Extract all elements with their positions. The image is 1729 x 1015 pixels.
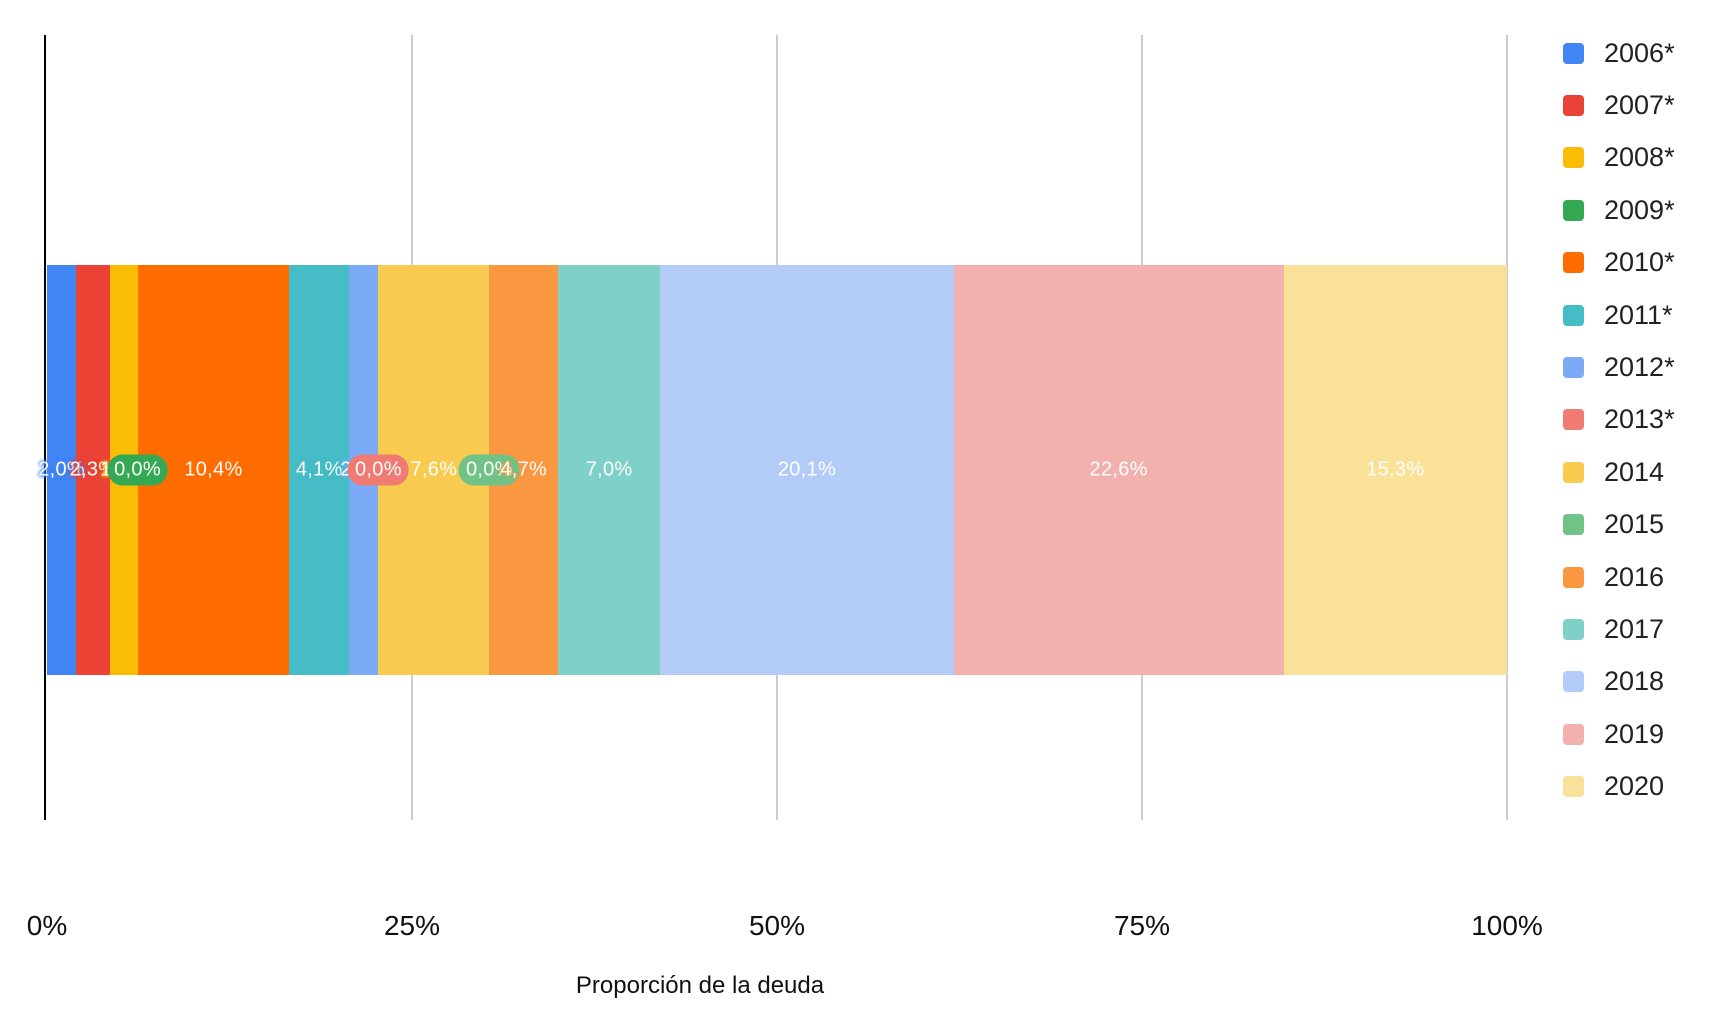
legend-swatch-icon [1563,723,1584,745]
legend-swatch-icon [1563,199,1584,221]
legend: 2006* 2007* 2008* 2009* 2010* 2011* 2012* 2013*… [1563,27,1675,813]
bar-segment-2008[interactable] [109,265,138,675]
legend-label: 2012* [1604,352,1675,383]
bar-segment-2007[interactable] [76,265,110,675]
legend-label: 2013* [1604,404,1675,435]
legend-label: 2010* [1604,247,1675,278]
legend-label: 2009* [1604,194,1675,225]
legend-item-2017[interactable]: 2017 [1563,603,1675,655]
bar-segment-2017[interactable] [558,265,661,675]
legend-item-2006[interactable]: 2006* [1563,27,1675,79]
legend-label: 2018 [1604,666,1665,697]
legend-label: 2014 [1604,456,1665,487]
legend-swatch-icon [1563,566,1584,588]
legend-label: 2016 [1604,561,1665,592]
legend-swatch-icon [1563,357,1584,379]
legend-label: 2011* [1604,299,1673,330]
legend-swatch-icon [1563,42,1584,64]
legend-item-2013[interactable]: 2013* [1563,394,1675,446]
legend-swatch-icon [1563,409,1584,431]
x-tick-label-0: 0% [26,910,68,941]
legend-item-2008[interactable]: 2008* [1563,132,1675,184]
legend-item-2019[interactable]: 2019 [1563,708,1675,760]
bar-segment-2020[interactable] [1283,265,1507,675]
legend-item-2020[interactable]: 2020 [1563,760,1675,812]
legend-swatch-icon [1563,461,1584,483]
bar-segment-2016[interactable] [489,265,558,675]
x-axis-title: Proporción de la deuda [575,972,825,999]
legend-label: 2008* [1604,142,1675,173]
legend-item-2009[interactable]: 2009* [1563,184,1675,236]
bar-segment-2012[interactable] [349,265,379,675]
legend-label: 2015 [1604,509,1665,540]
x-tick-label-100: 100% [1471,910,1543,941]
bar-segment-2006[interactable] [47,265,77,675]
legend-label: 2017 [1604,613,1665,644]
legend-swatch-icon [1563,147,1584,169]
legend-swatch-icon [1563,514,1584,536]
bar-segment-2019[interactable] [953,265,1284,675]
legend-item-2010[interactable]: 2010* [1563,237,1675,289]
legend-label: 2019 [1604,718,1665,749]
bar-segment-2010[interactable] [137,265,290,675]
legend-item-2007[interactable]: 2007* [1563,79,1675,131]
axis-baseline [44,35,46,820]
x-tick-label-75: 75% [1113,910,1171,941]
legend-item-2018[interactable]: 2018 [1563,656,1675,708]
legend-item-2015[interactable]: 2015 [1563,499,1675,551]
x-tick-label-25: 25% [383,910,441,941]
x-tick-label-50: 50% [748,910,806,941]
legend-swatch-icon [1563,252,1584,274]
legend-swatch-icon [1563,776,1584,798]
legend-swatch-icon [1563,95,1584,117]
legend-item-2011[interactable]: 2011* [1563,289,1675,341]
legend-swatch-icon [1563,618,1584,640]
legend-item-2012[interactable]: 2012* [1563,341,1675,393]
legend-item-2016[interactable]: 2016 [1563,551,1675,603]
bar-segment-2011[interactable] [289,265,350,675]
legend-item-2014[interactable]: 2014 [1563,446,1675,498]
legend-label: 2020 [1604,771,1665,802]
bar-segment-2018[interactable] [660,265,954,675]
legend-swatch-icon [1563,304,1584,326]
legend-label: 2006* [1604,37,1675,68]
bar-segment-2014[interactable] [378,265,490,675]
legend-swatch-icon [1563,671,1584,693]
legend-label: 2007* [1604,90,1675,121]
gridline-100 [1506,35,1508,820]
